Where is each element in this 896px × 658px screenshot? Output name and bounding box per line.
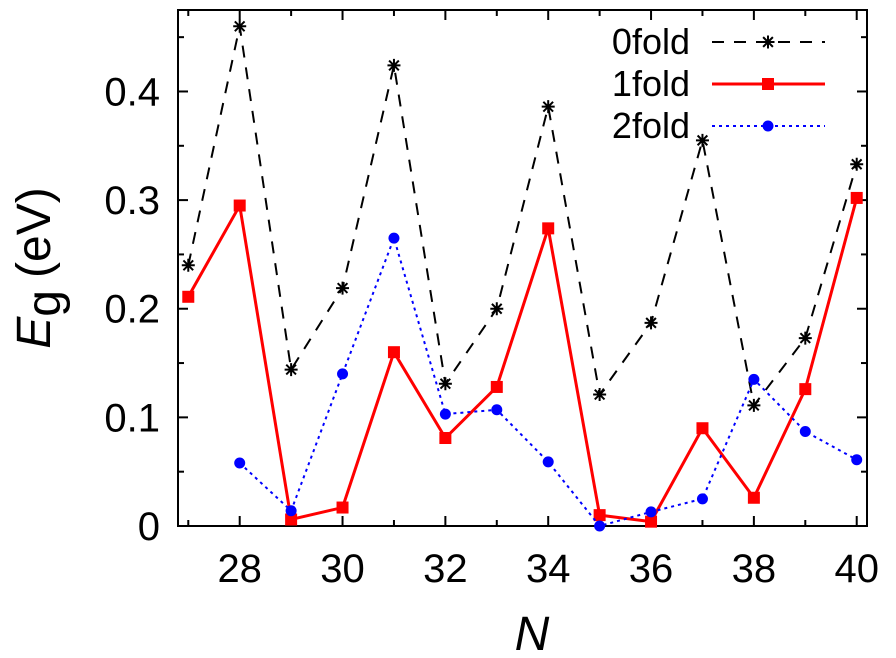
data-point-0fold (336, 281, 350, 295)
x-tick-label: 40 (834, 547, 879, 591)
y-tick-label: 0.3 (104, 179, 160, 223)
data-point-1fold (696, 422, 709, 435)
y-axis-title: Eg (eV) (8, 187, 71, 348)
star-marker-strokes (798, 331, 812, 345)
y-axis-unit: (eV) (8, 187, 61, 278)
legend-item-0fold: 0fold (612, 21, 825, 62)
y-tick-label: 0.2 (104, 288, 160, 332)
x-axis-title: N (515, 608, 550, 658)
data-point-0fold (233, 19, 247, 33)
data-point-0fold (798, 331, 812, 345)
data-point-0fold (181, 258, 195, 272)
x-tick-label: 28 (217, 547, 262, 591)
data-point-2fold (594, 520, 606, 532)
y-tick-label: 0.4 (104, 70, 160, 114)
data-point-0fold (695, 133, 709, 147)
data-point-0fold (541, 100, 555, 114)
data-point-2fold (285, 505, 297, 517)
data-point-2fold (337, 368, 349, 380)
data-point-0fold (644, 316, 658, 330)
data-point-2fold (491, 404, 503, 416)
data-point-1fold (490, 380, 503, 393)
data-point-1fold (182, 290, 195, 303)
data-point-1fold (542, 222, 555, 235)
series-2fold (234, 232, 863, 532)
x-tick-label: 38 (732, 547, 777, 591)
star-marker-strokes (695, 133, 709, 147)
data-point-1fold (285, 513, 298, 526)
axis-ticks (178, 10, 867, 527)
y-tick-label: 0 (138, 505, 160, 549)
legend-marker (761, 35, 775, 49)
series-0fold (181, 19, 864, 412)
data-point-2fold (645, 506, 657, 518)
data-point-1fold (233, 199, 246, 212)
x-tick-label: 34 (526, 547, 571, 591)
data-point-0fold (284, 363, 298, 377)
star-marker-strokes (850, 157, 864, 171)
star-marker-strokes (593, 388, 607, 402)
data-point-2fold (748, 373, 760, 385)
star-marker-strokes (336, 281, 350, 295)
data-point-0fold (747, 398, 761, 412)
star-marker-strokes (181, 258, 195, 272)
data-point-2fold (388, 232, 400, 244)
data-point-1fold (645, 515, 658, 528)
data-point-2fold (851, 454, 863, 466)
data-point-0fold (490, 302, 504, 316)
star-marker-strokes (761, 35, 775, 49)
data-point-2fold (696, 493, 708, 505)
star-marker-strokes (747, 398, 761, 412)
data-point-0fold (593, 388, 607, 402)
y-axis-subscript: g (18, 290, 71, 317)
data-point-1fold (336, 501, 349, 514)
legend-item-1fold: 1fold (612, 63, 825, 104)
x-tick-label: 30 (320, 547, 365, 591)
plot-area-border (177, 9, 868, 527)
data-point-1fold (799, 383, 812, 396)
star-marker-strokes (490, 302, 504, 316)
data-point-2fold (542, 456, 554, 468)
x-tick-label: 36 (629, 547, 674, 591)
x-tick-labels: 28 30 32 34 36 38 40 (217, 547, 879, 591)
star-marker-strokes (541, 100, 555, 114)
data-point-1fold (439, 432, 452, 445)
data-point-2fold (799, 425, 811, 437)
data-point-1fold (747, 491, 760, 504)
star-marker-strokes (387, 58, 401, 72)
star-marker-strokes (644, 316, 658, 330)
x-tick-label: 32 (423, 547, 468, 591)
y-tick-labels: 0 0.1 0.2 0.3 0.4 (104, 70, 160, 549)
star-marker-strokes (438, 377, 452, 391)
data-point-2fold (234, 457, 246, 469)
series-line-2fold (239, 234, 858, 528)
data-point-0fold (438, 377, 452, 391)
data-point-0fold (387, 58, 401, 72)
legend-label: 1fold (612, 63, 690, 104)
series-line-1fold (186, 197, 859, 524)
series-1fold (182, 191, 863, 528)
y-tick-label: 0.1 (104, 396, 160, 440)
legend-item-2fold: 2fold (612, 105, 825, 146)
series-layer (181, 19, 864, 532)
legend-label: 0fold (612, 21, 690, 62)
star-marker-strokes (233, 19, 247, 33)
star-marker-strokes (284, 363, 298, 377)
data-point-1fold (387, 346, 400, 359)
series-line-0fold (187, 26, 858, 408)
legend-marker (762, 120, 774, 132)
legend-label: 2fold (612, 105, 690, 146)
y-axis-symbol: E (8, 316, 61, 349)
data-point-1fold (850, 191, 863, 204)
data-point-0fold (850, 157, 864, 171)
data-point-1fold (593, 509, 606, 522)
data-point-2fold (439, 408, 451, 420)
plot-frame (177, 9, 868, 527)
legend-marker (762, 78, 774, 90)
